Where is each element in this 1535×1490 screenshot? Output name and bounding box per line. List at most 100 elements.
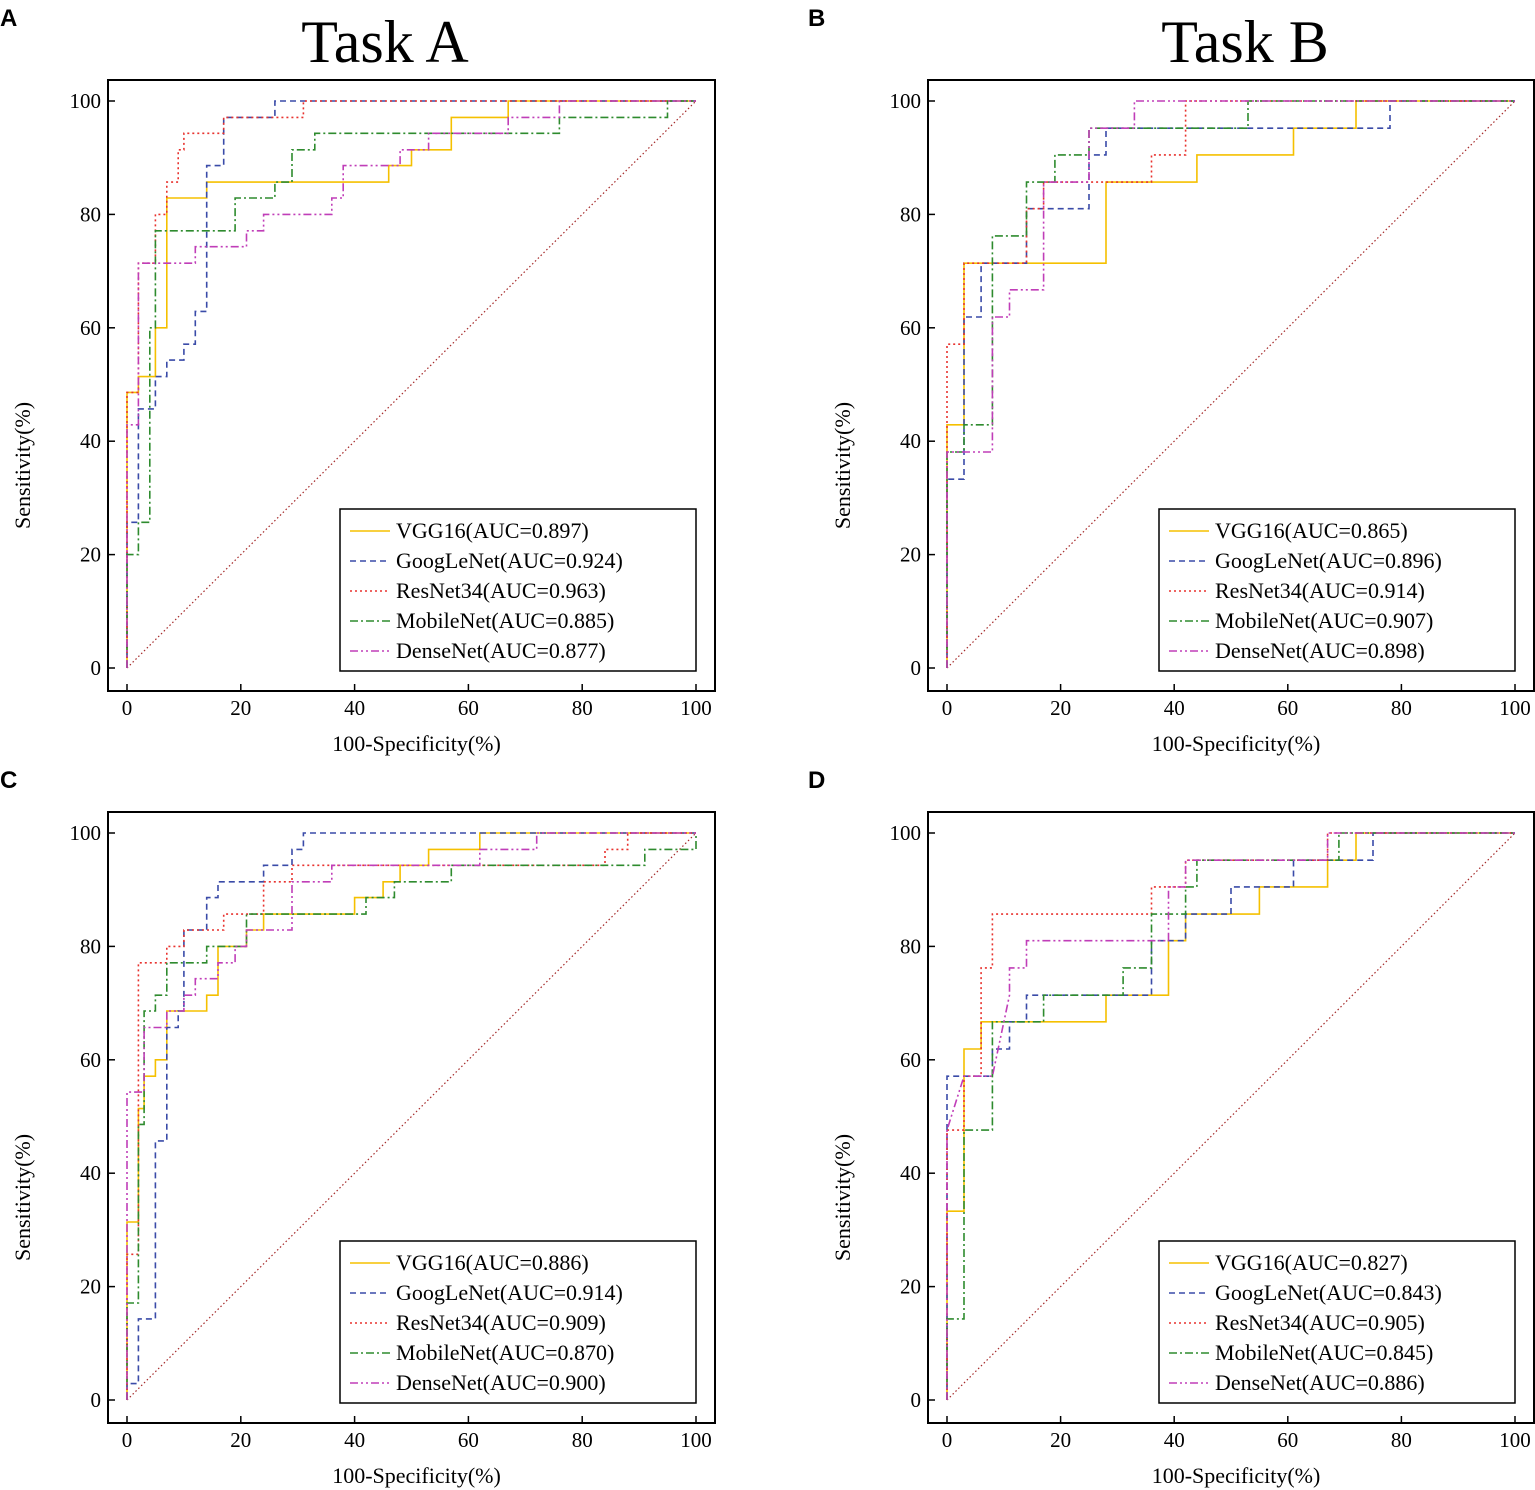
legend-label-densenet: DenseNet(AUC=0.886) — [1215, 1370, 1425, 1395]
legend-label-vgg16: VGG16(AUC=0.865) — [1215, 518, 1408, 543]
y-tick-label: 20 — [80, 1275, 101, 1299]
legend-label-mobilenet: MobileNet(AUC=0.885) — [396, 608, 614, 633]
reference-diagonal — [126, 100, 697, 669]
x-tick-label: 40 — [344, 696, 365, 720]
x-tick-label: 80 — [572, 696, 593, 720]
y-axis-label: Sensitivity(%) — [830, 402, 855, 529]
legend: VGG16(AUC=0.886) GoogLeNet(AUC=0.914) ResN… — [339, 1240, 697, 1404]
y-tick-label: 60 — [80, 316, 101, 340]
y-tick-label: 100 — [70, 89, 102, 113]
y-tick-label: 0 — [911, 1388, 922, 1412]
panel-c: C 0 20 40 60 80 100 0 20 40 60 80 100 100-Specificity… — [0, 767, 716, 1488]
y-tick-label: 20 — [900, 543, 921, 567]
y-tick-label: 0 — [911, 656, 922, 680]
reference-diagonal — [946, 100, 1516, 669]
x-tick-label: 100 — [680, 1428, 712, 1452]
legend-label-googlenet: GoogLeNet(AUC=0.896) — [1215, 548, 1442, 573]
x-tick-label: 80 — [1391, 696, 1412, 720]
legend-label-densenet: DenseNet(AUC=0.898) — [1215, 638, 1425, 663]
legend: VGG16(AUC=0.827) GoogLeNet(AUC=0.843) ResN… — [1158, 1240, 1516, 1404]
panel-d: D 0 20 40 60 80 100 0 20 40 60 80 100 100-Specificity… — [808, 767, 1535, 1488]
y-tick-label: 0 — [91, 1388, 102, 1412]
panel-letter: C — [0, 767, 17, 794]
y-tick-label: 100 — [890, 89, 922, 113]
roc-curve-googlenet — [126, 100, 696, 668]
x-tick-label: 100 — [1499, 1428, 1531, 1452]
roc-curve-densenet — [946, 832, 1515, 1400]
panel-letter: D — [808, 767, 825, 794]
x-tick-label: 40 — [1164, 696, 1185, 720]
x-axis-label: 100-Specificity(%) — [332, 1463, 501, 1488]
legend-label-resnet34: ResNet34(AUC=0.963) — [396, 578, 606, 603]
legend: VGG16(AUC=0.897) GoogLeNet(AUC=0.924) ResN… — [339, 508, 697, 672]
x-tick-label: 20 — [230, 1428, 251, 1452]
x-axis-label: 100-Specificity(%) — [1152, 1463, 1321, 1488]
axis-ticks: 0 20 40 60 80 100 0 20 40 60 80 100 — [70, 89, 712, 720]
legend-label-densenet: DenseNet(AUC=0.877) — [396, 638, 606, 663]
legend-label-googlenet: GoogLeNet(AUC=0.843) — [1215, 1280, 1442, 1305]
x-tick-label: 80 — [572, 1428, 593, 1452]
axis-ticks: 0 20 40 60 80 100 0 20 40 60 80 100 — [890, 89, 1531, 720]
roc-curve-resnet34 — [946, 100, 1515, 668]
y-tick-label: 100 — [890, 821, 922, 845]
plot-frame — [927, 79, 1535, 692]
y-axis-label: Sensitivity(%) — [10, 1134, 35, 1261]
reference-diagonal — [946, 832, 1516, 1401]
legend-label-vgg16: VGG16(AUC=0.886) — [396, 1250, 589, 1275]
legend-box — [339, 508, 697, 672]
y-tick-label: 40 — [900, 1161, 921, 1185]
panel-letter: A — [0, 5, 17, 32]
y-tick-label: 80 — [900, 934, 921, 958]
plot-frame — [107, 811, 716, 1424]
roc-curve-densenet — [126, 100, 696, 668]
y-tick-label: 40 — [80, 429, 101, 453]
x-tick-label: 20 — [1050, 696, 1071, 720]
y-tick-label: 80 — [80, 202, 101, 226]
legend-label-resnet34: ResNet34(AUC=0.905) — [1215, 1310, 1425, 1335]
y-axis-label: Sensitivity(%) — [830, 1134, 855, 1261]
x-tick-label: 0 — [942, 696, 953, 720]
x-tick-label: 60 — [1277, 1428, 1298, 1452]
roc-curve-googlenet — [126, 832, 696, 1400]
panel-b: B Task B 0 20 40 60 80 100 0 20 40 60 80 100 100-Speci… — [808, 5, 1535, 756]
y-tick-label: 80 — [80, 934, 101, 958]
legend-label-googlenet: GoogLeNet(AUC=0.924) — [396, 548, 623, 573]
y-tick-label: 40 — [900, 429, 921, 453]
legend-label-mobilenet: MobileNet(AUC=0.907) — [1215, 608, 1433, 633]
axis-ticks: 0 20 40 60 80 100 0 20 40 60 80 100 — [70, 821, 712, 1452]
x-tick-label: 100 — [680, 696, 712, 720]
chart-title: Task B — [1161, 9, 1328, 75]
panel-letter: B — [808, 5, 825, 32]
legend-label-vgg16: VGG16(AUC=0.827) — [1215, 1250, 1408, 1275]
y-axis-label: Sensitivity(%) — [10, 402, 35, 529]
y-tick-label: 20 — [900, 1275, 921, 1299]
legend-label-vgg16: VGG16(AUC=0.897) — [396, 518, 589, 543]
y-tick-label: 0 — [91, 656, 102, 680]
x-tick-label: 60 — [1277, 696, 1298, 720]
plot-frame — [107, 79, 716, 692]
axis-ticks: 0 20 40 60 80 100 0 20 40 60 80 100 — [890, 821, 1531, 1452]
y-tick-label: 80 — [900, 202, 921, 226]
panel-a: A Task A 0 20 40 60 80 100 0 20 40 60 80 100 100-Speci… — [0, 5, 716, 756]
plot-frame — [927, 811, 1535, 1424]
chart-title: Task A — [301, 9, 468, 75]
x-tick-label: 0 — [122, 696, 133, 720]
legend-label-densenet: DenseNet(AUC=0.900) — [396, 1370, 606, 1395]
x-tick-label: 100 — [1499, 696, 1531, 720]
legend-label-resnet34: ResNet34(AUC=0.914) — [1215, 578, 1425, 603]
reference-diagonal — [126, 832, 697, 1401]
x-tick-label: 0 — [122, 1428, 133, 1452]
roc-curve-mobilenet — [126, 833, 697, 1400]
x-tick-label: 60 — [458, 696, 479, 720]
legend-label-googlenet: GoogLeNet(AUC=0.914) — [396, 1280, 623, 1305]
y-tick-label: 40 — [80, 1161, 101, 1185]
x-tick-label: 80 — [1391, 1428, 1412, 1452]
series-lines — [126, 832, 697, 1400]
roc-curve-resnet34 — [946, 832, 1515, 1400]
legend-label-mobilenet: MobileNet(AUC=0.845) — [1215, 1340, 1433, 1365]
series-lines — [126, 100, 696, 668]
x-tick-label: 20 — [230, 696, 251, 720]
legend-label-resnet34: ResNet34(AUC=0.909) — [396, 1310, 606, 1335]
roc-curve-mobilenet — [946, 100, 1515, 668]
